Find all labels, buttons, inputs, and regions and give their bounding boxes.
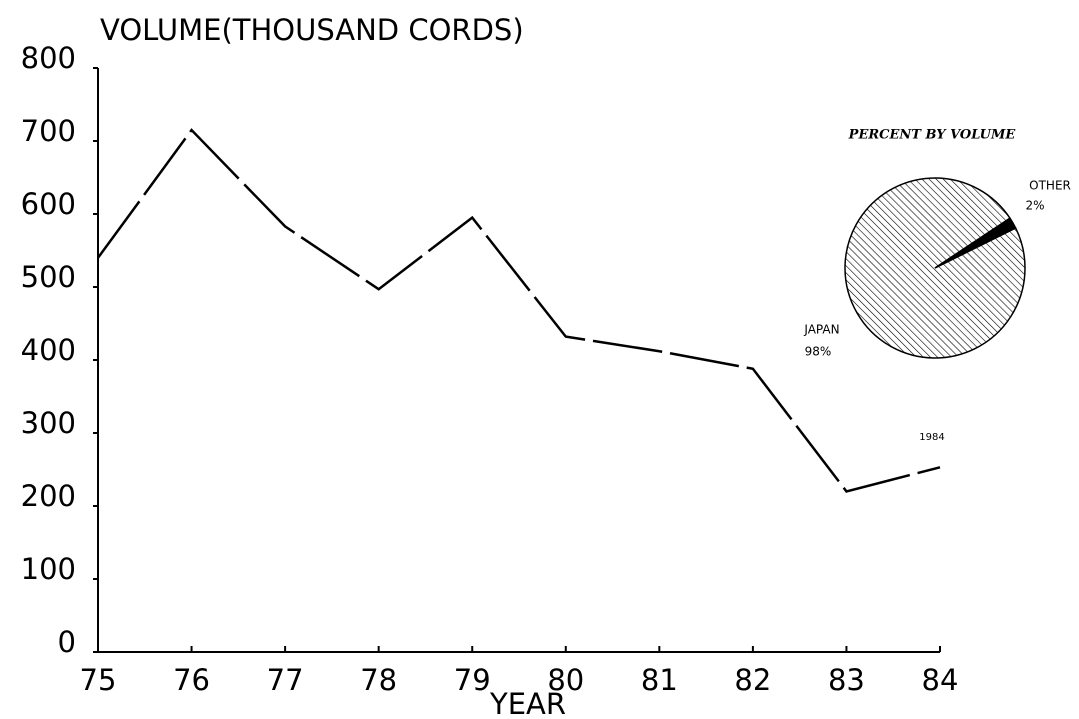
x-tick-label: 84	[922, 663, 959, 697]
pie-value-label: 2%	[1025, 199, 1044, 213]
x-tick-label: 82	[734, 663, 771, 697]
chart-title: VOLUME(THOUSAND CORDS)	[100, 13, 524, 47]
x-tick-label: 78	[360, 663, 397, 697]
pie-label: JAPAN	[803, 323, 839, 337]
y-tick-label: 300	[21, 406, 76, 440]
pie-label: OTHER	[1029, 179, 1071, 193]
annotation: 1984	[919, 432, 944, 443]
x-tick-label: 79	[454, 663, 491, 697]
y-tick-label: 700	[21, 114, 76, 148]
x-tick-label: 80	[547, 663, 584, 697]
pie-slice	[934, 217, 1017, 269]
y-tick-label: 100	[21, 552, 76, 586]
x-tick-label: 75	[80, 663, 117, 697]
x-tick-label: 77	[267, 663, 304, 697]
x-tick-label: 76	[173, 663, 210, 697]
pie-title: PERCENT BY VOLUME	[848, 128, 1017, 143]
x-axis-label: YEAR	[489, 687, 566, 719]
y-tick-label: 0	[58, 625, 76, 659]
x-tick-label: 83	[828, 663, 865, 697]
data-line	[96, 128, 941, 493]
pie-value-label: 98%	[805, 345, 832, 359]
y-tick-label: 400	[21, 333, 76, 367]
y-tick-label: 600	[21, 187, 76, 221]
y-tick-label: 800	[21, 41, 76, 75]
x-tick-label: 81	[641, 663, 678, 697]
y-tick-label: 500	[21, 260, 76, 294]
y-tick-label: 200	[21, 479, 76, 513]
